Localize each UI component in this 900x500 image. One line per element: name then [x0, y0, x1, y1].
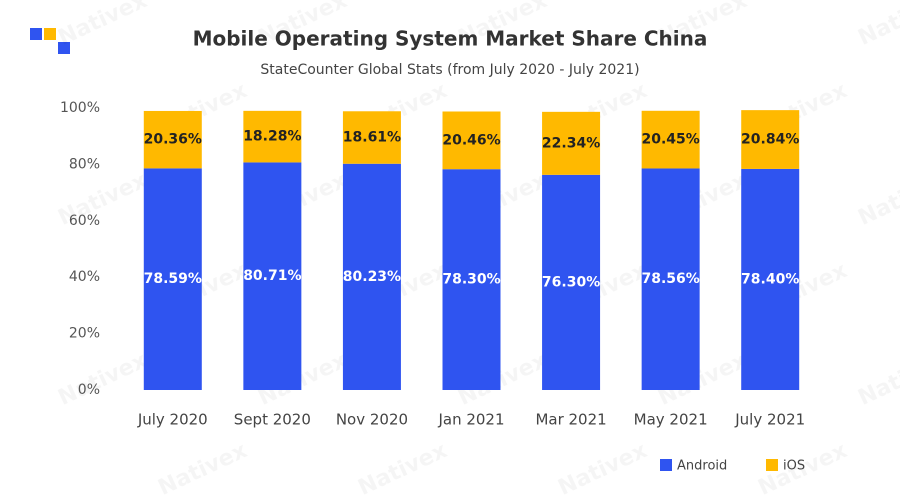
- legend-swatch: [660, 459, 672, 471]
- logo-square: [44, 28, 56, 40]
- logo-square: [30, 28, 42, 40]
- bar-segment: [342, 111, 401, 164]
- value-label: 18.61%: [343, 130, 401, 146]
- bar-segment: [243, 162, 302, 390]
- x-tick-label: July 2021: [734, 411, 805, 429]
- watermark: Nativex: [355, 438, 451, 500]
- y-tick-label: 80%: [69, 156, 100, 172]
- value-label: 22.34%: [542, 135, 600, 151]
- x-tick-label: May 2021: [634, 411, 708, 429]
- x-tick-label: July 2020: [137, 411, 208, 429]
- value-label: 78.56%: [641, 271, 699, 287]
- y-tick-label: 20%: [69, 326, 100, 342]
- y-tick-label: 60%: [69, 213, 100, 229]
- chart-subtitle: StateCounter Global Stats (from July 202…: [260, 62, 639, 78]
- bar-segment: [641, 110, 700, 169]
- watermark: Nativex: [55, 0, 151, 51]
- y-tick-label: 100%: [60, 100, 100, 116]
- bar-segment: [542, 111, 601, 175]
- value-label: 78.59%: [144, 271, 202, 287]
- value-label: 20.36%: [144, 132, 202, 148]
- x-tick-label: Sept 2020: [234, 411, 311, 429]
- value-label: 80.23%: [343, 269, 401, 285]
- value-label: 76.30%: [542, 274, 600, 290]
- y-tick-label: 40%: [69, 269, 100, 285]
- bar-segment: [741, 110, 800, 169]
- watermark: Nativex: [55, 348, 151, 411]
- watermark: Nativex: [855, 0, 900, 51]
- value-label: 20.84%: [741, 132, 799, 148]
- value-label: 20.46%: [442, 132, 500, 148]
- bar-segment: [741, 168, 800, 390]
- watermark: Nativex: [855, 348, 900, 411]
- bar-segment: [542, 174, 601, 390]
- value-label: 78.30%: [442, 272, 500, 288]
- watermark: Nativex: [555, 438, 651, 500]
- logo: [30, 28, 70, 54]
- bar-segment: [143, 168, 202, 390]
- value-label: 78.40%: [741, 271, 799, 287]
- value-label: 80.71%: [243, 268, 301, 284]
- x-tick-label: Mar 2021: [535, 411, 606, 429]
- value-label: 20.45%: [641, 132, 699, 148]
- bar-segment: [442, 111, 501, 170]
- y-tick-label: 0%: [78, 382, 100, 398]
- legend-swatch: [766, 459, 778, 471]
- x-tick-label: Nov 2020: [336, 411, 408, 429]
- bar-segment: [143, 110, 202, 169]
- logo-square: [58, 42, 70, 54]
- watermark: Nativex: [855, 168, 900, 231]
- bar-segment: [641, 168, 700, 390]
- x-tick-label: Jan 2021: [437, 411, 504, 429]
- watermark: Nativex: [155, 438, 251, 500]
- legend-label: Android: [677, 459, 727, 474]
- legend-label: iOS: [783, 459, 805, 474]
- bar-segment: [243, 110, 302, 163]
- bar-segment: [442, 169, 501, 390]
- chart-title: Mobile Operating System Market Share Chi…: [193, 27, 708, 51]
- value-label: 18.28%: [243, 129, 301, 145]
- bar-segment: [342, 163, 401, 390]
